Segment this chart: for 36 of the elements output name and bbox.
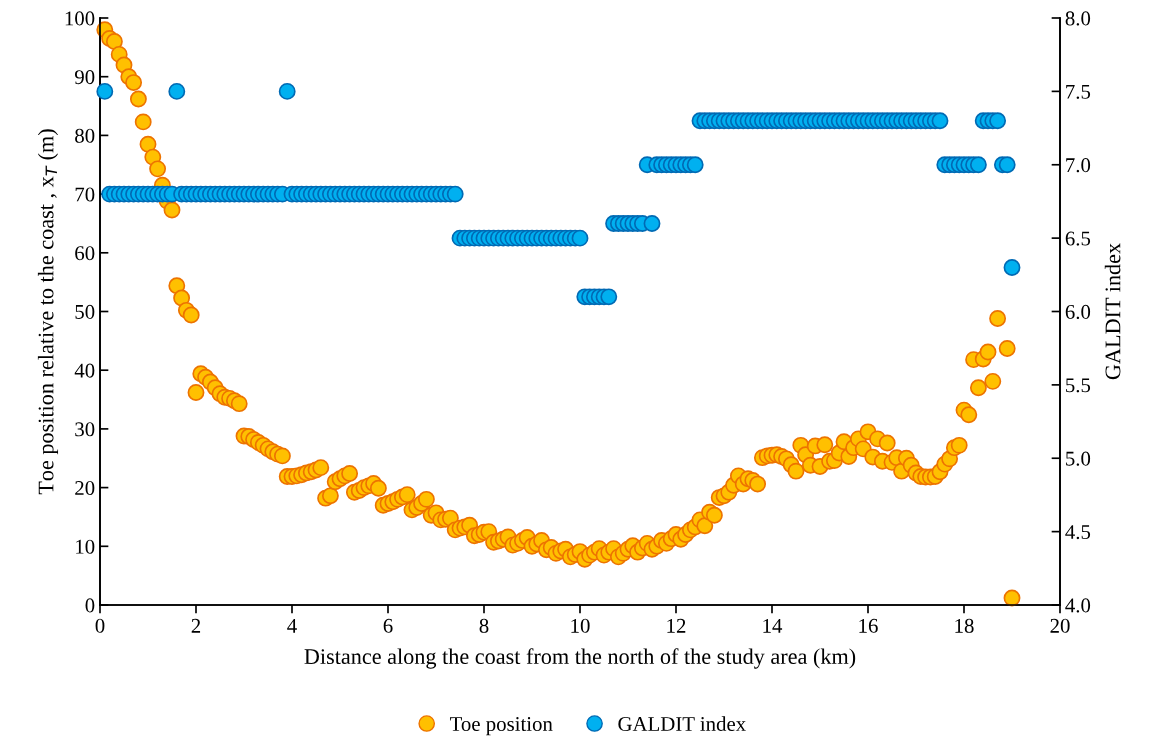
y2-tick-label: 7.0 [1066, 158, 1091, 173]
y2-tick-label: 4.0 [1065, 598, 1091, 613]
x-tick-label: 2 [191, 618, 201, 633]
x-tick-label: 12 [667, 618, 686, 633]
legend-label: GALDIT index [618, 716, 746, 732]
y-tick-label: 60 [75, 246, 95, 261]
x-tick-label: 6 [383, 618, 393, 633]
y2-tick-label: 5.5 [1066, 378, 1091, 393]
y2-tick-label: 7.5 [1066, 84, 1091, 99]
y-tick-label: 70 [75, 187, 95, 202]
y2-tick-label: 5.0 [1066, 451, 1091, 466]
legend-label: Toe position [450, 717, 553, 736]
y-tick-label: 80 [75, 128, 95, 143]
y-tick-label: 90 [74, 70, 95, 85]
y-tick-label: 40 [74, 363, 95, 378]
x-tick-label: 4 [287, 618, 297, 633]
y-tick-label: 20 [75, 480, 95, 496]
y-tick-label: 0 [85, 598, 95, 613]
x-tick-label: 8 [479, 618, 489, 633]
y-tick-label: 50 [75, 304, 95, 319]
x-tick-label: 10 [571, 618, 590, 633]
x-axis-title: Distance along the coast from the north of the study area (km) [304, 648, 856, 669]
y2-tick-label: 6.0 [1065, 304, 1091, 320]
y2-tick-label: 6.5 [1065, 231, 1091, 246]
y2-tick-label: 4.5 [1065, 525, 1091, 540]
x-tick-label: 14 [763, 618, 783, 633]
y-tick-label: 30 [75, 422, 95, 437]
x-tick-label: 18 [955, 618, 974, 633]
y-tick-label: 100 [65, 11, 95, 26]
y2-axis-title: GALDIT index [1104, 243, 1121, 380]
y-axis-title: Toe position relative to the coast , x$_{T}$ (m) [37, 129, 59, 495]
y2-tick-label: 8.0 [1065, 11, 1091, 26]
y-tick-label: 10 [76, 539, 95, 554]
x-tick-label: 0 [95, 618, 105, 633]
x-tick-label: 20 [1050, 618, 1070, 633]
x-tick-label: 16 [859, 618, 878, 633]
